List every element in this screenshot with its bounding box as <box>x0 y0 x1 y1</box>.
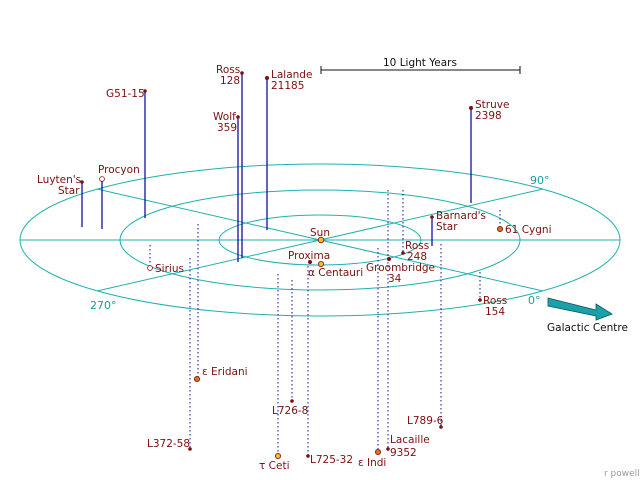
groombridge-label-line1: Groombridge <box>366 262 435 274</box>
lacaille-label-line2: 9352 <box>390 447 417 459</box>
eridani-marker <box>193 375 200 382</box>
wolf-label-line2: 359 <box>217 122 237 134</box>
struve-marker <box>468 106 473 111</box>
procyon-marker <box>99 176 105 182</box>
l789-marker <box>439 425 443 429</box>
struve-label-line2: 2398 <box>475 110 502 122</box>
lalande-label-line1: Lalande <box>271 69 312 81</box>
ross154-label-line1: Ross <box>483 295 507 307</box>
star-labels: Sun Proxima α Centauri Ross 128 Lalande … <box>37 64 551 472</box>
tau-ceti-label: τ Ceti <box>259 460 290 472</box>
struve-label-line1: Struve <box>475 99 509 111</box>
scale-bar <box>320 66 521 74</box>
ross248-label-line1: Ross <box>405 240 429 252</box>
l372-label: L372-58 <box>147 438 190 450</box>
lalande-marker <box>264 76 269 81</box>
proxima-label: Proxima <box>288 250 330 262</box>
ross248-label-line2: 248 <box>407 251 427 263</box>
barnard-marker <box>430 215 434 219</box>
barnard-label-line2: Star <box>436 221 458 233</box>
ross128-label-line1: Ross <box>216 64 240 76</box>
sirius-marker <box>147 265 153 271</box>
l726-label: L726-8 <box>272 405 308 417</box>
angle-270-label: 270° <box>90 299 117 312</box>
l725-marker <box>306 454 310 458</box>
alpha-centauri-marker <box>317 260 324 267</box>
scale-bar-label: 10 Light Years <box>383 57 457 69</box>
l726-marker <box>290 399 294 403</box>
angle-0-label: 0° <box>528 294 541 307</box>
groombridge-marker <box>386 256 391 261</box>
sun-label: Sun <box>310 227 330 239</box>
l789-label: L789-6 <box>407 415 444 427</box>
g51-label: G51-15 <box>106 88 145 100</box>
l725-label: L725-32 <box>310 454 353 466</box>
ross248-marker <box>401 251 405 255</box>
arrow-icon <box>547 297 613 321</box>
indi-label: ε Indi <box>358 457 386 469</box>
procyon-label: Procyon <box>98 164 140 176</box>
l372-marker <box>188 447 192 451</box>
g51-marker <box>143 89 147 93</box>
lacaille-marker <box>386 447 390 451</box>
luyten-marker <box>80 180 84 184</box>
lacaille-label-line1: Lacaille <box>390 434 430 446</box>
galactic-centre-label: Galactic Centre <box>547 322 628 334</box>
indi-marker <box>374 448 381 455</box>
galactic-centre-arrow <box>547 297 613 321</box>
credit-label: r powell <box>604 469 640 479</box>
alpha-centauri-label: α Centauri <box>308 267 363 279</box>
star-markers <box>80 71 503 459</box>
wolf-label-line1: Wolf <box>213 111 236 123</box>
stems-below <box>149 190 501 455</box>
angle-90-label: 90° <box>530 174 550 187</box>
groombridge-label-line2: 34 <box>388 273 402 285</box>
cygni-label: 61 Cygni <box>505 224 551 236</box>
barnard-label-line1: Barnard's <box>436 210 486 222</box>
luyten-label-line2: Star <box>58 185 80 197</box>
proxima-marker <box>307 259 312 264</box>
ross154-marker <box>478 298 482 302</box>
sirius-label: Sirius <box>155 263 184 275</box>
cygni-marker <box>496 225 503 232</box>
luyten-label-line1: Luyten's <box>37 174 81 186</box>
tau-ceti-marker <box>274 452 281 459</box>
ross128-label-line2: 128 <box>220 75 240 87</box>
lalande-label-line2: 21185 <box>271 80 304 92</box>
eridani-label: ε Eridani <box>202 366 248 378</box>
ross154-label-line2: 154 <box>485 306 505 318</box>
stems-above <box>81 73 472 262</box>
ross128-marker <box>240 71 244 75</box>
wolf-marker <box>236 115 240 119</box>
sun-marker <box>317 236 325 244</box>
